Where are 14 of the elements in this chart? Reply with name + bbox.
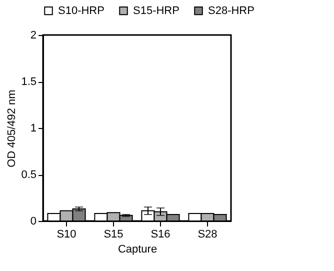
y-tick-label: 0 <box>30 216 36 228</box>
x-tick-label: S10 <box>56 228 76 240</box>
x-tick-label: S28 <box>198 228 218 240</box>
legend-label: S15-HRP <box>133 4 180 17</box>
y-tick-label: 1 <box>30 122 36 134</box>
y-tick-label: 0.5 <box>21 169 36 181</box>
y-tick-label: 1.5 <box>21 76 36 88</box>
legend-label: S28-HRP <box>208 4 254 17</box>
x-axis-title: Capture <box>118 244 158 256</box>
y-tick-label: 2 <box>30 30 36 42</box>
y-axis-title: OD 405/492 nm <box>6 90 18 168</box>
x-tick-label: S15 <box>104 228 124 240</box>
x-tick-label: S16 <box>150 228 170 240</box>
legend-label: S10-HRP <box>58 4 104 17</box>
